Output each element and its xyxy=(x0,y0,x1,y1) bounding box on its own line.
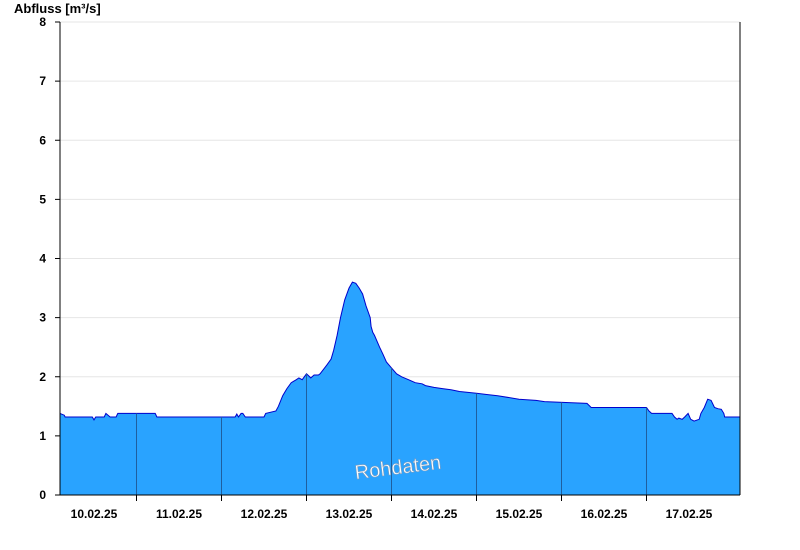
y-tick-label: 1 xyxy=(39,429,46,443)
x-tick-label: 12.02.25 xyxy=(241,507,288,521)
x-tick-label: 15.02.25 xyxy=(496,507,543,521)
y-ticks: 0 1 2 3 4 5 6 7 8 xyxy=(39,15,60,502)
y-tick-label: 0 xyxy=(39,488,46,502)
y-tick-label: 4 xyxy=(39,252,46,266)
y-tick-label: 5 xyxy=(39,192,46,206)
y-tick-label: 6 xyxy=(39,133,46,147)
y-tick-label: 7 xyxy=(39,74,46,88)
x-tick-label: 11.02.25 xyxy=(156,507,202,521)
x-tick-label: 17.02.25 xyxy=(666,507,713,521)
discharge-area xyxy=(60,282,740,495)
x-tick-label: 10.02.25 xyxy=(71,507,118,521)
x-tick-label: 16.02.25 xyxy=(581,507,628,521)
grid-lines xyxy=(60,21,740,437)
x-tick-label: 13.02.25 xyxy=(326,507,373,521)
x-ticks: 10.02.25 11.02.25 12.02.25 13.02.25 14.02.25… xyxy=(71,507,713,521)
y-tick-label: 3 xyxy=(39,311,46,325)
y-axis-label: Abfluss [m³/s] xyxy=(14,1,101,16)
y-tick-label: 8 xyxy=(39,15,46,29)
day-separators xyxy=(136,367,647,501)
discharge-line xyxy=(59,281,740,422)
x-tick-label: 14.02.25 xyxy=(411,507,458,521)
y-tick-label: 2 xyxy=(39,370,46,384)
